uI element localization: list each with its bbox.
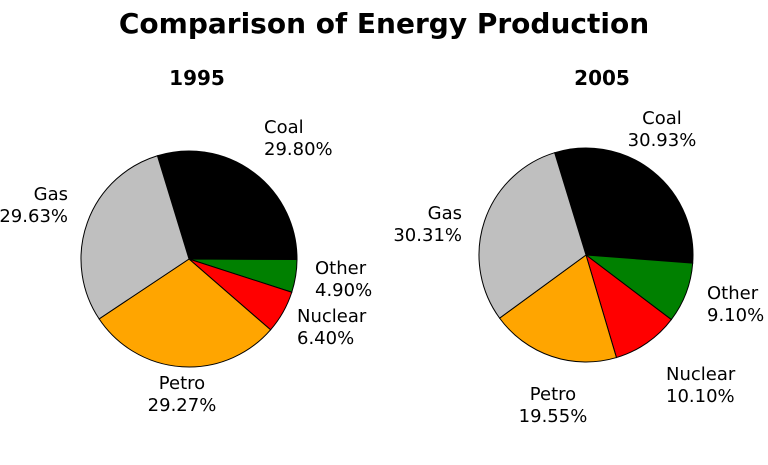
slice-petro-1995 (98, 258, 272, 368)
slice-name: Gas (427, 203, 462, 224)
label-other-2005: Other 9.10% (707, 283, 764, 327)
slice-name: Other (315, 258, 367, 279)
slice-percent: 9.10% (707, 305, 765, 326)
label-nuclear-1995: Nuclear 6.40% (297, 306, 366, 350)
label-gas-1995: Gas 29.63% (0, 184, 68, 228)
subtitle-1995: 1995 (169, 66, 225, 90)
slice-name: Other (707, 283, 759, 304)
slice-name: Petro (158, 373, 206, 394)
slice-percent: 29.80% (264, 139, 333, 160)
slice-percent: 10.10% (666, 386, 735, 407)
label-petro-1995: Petro 29.27% (148, 373, 217, 417)
slice-name: Coal (264, 117, 304, 138)
slice-percent: 30.31% (393, 225, 462, 246)
slice-percent: 30.93% (627, 130, 697, 151)
label-nuclear-2005: Nuclear 10.10% (666, 364, 735, 408)
slice-gas-2005 (478, 152, 587, 319)
chart-title: Comparison of Energy Production (118, 7, 650, 40)
slice-name: Nuclear (666, 364, 736, 385)
slice-name: Petro (529, 384, 577, 405)
slice-petro-2005 (498, 254, 618, 363)
label-gas-2005: Gas 30.31% (393, 203, 462, 247)
subtitle-2005: 2005 (574, 66, 630, 90)
slice-name: Coal (642, 108, 682, 129)
slice-percent: 19.55% (518, 406, 588, 427)
slice-percent: 6.40% (297, 328, 355, 349)
label-coal-2005: Coal 30.93% (628, 108, 697, 152)
slice-name: Nuclear (297, 306, 367, 327)
label-coal-1995: Coal 29.80% (264, 117, 333, 161)
pie-2005 (478, 147, 694, 363)
slice-percent: 4.90% (315, 280, 373, 301)
slice-gas-1995 (80, 155, 190, 320)
slice-name: Gas (33, 184, 68, 205)
slice-percent: 29.27% (147, 395, 217, 416)
label-petro-2005: Petro 19.55% (519, 384, 588, 428)
slice-coal-1995 (156, 150, 298, 261)
slice-percent: 29.63% (0, 206, 68, 227)
pie-1995 (80, 150, 298, 368)
slice-coal-2005 (554, 147, 694, 264)
label-other-1995: Other 4.90% (315, 258, 372, 302)
